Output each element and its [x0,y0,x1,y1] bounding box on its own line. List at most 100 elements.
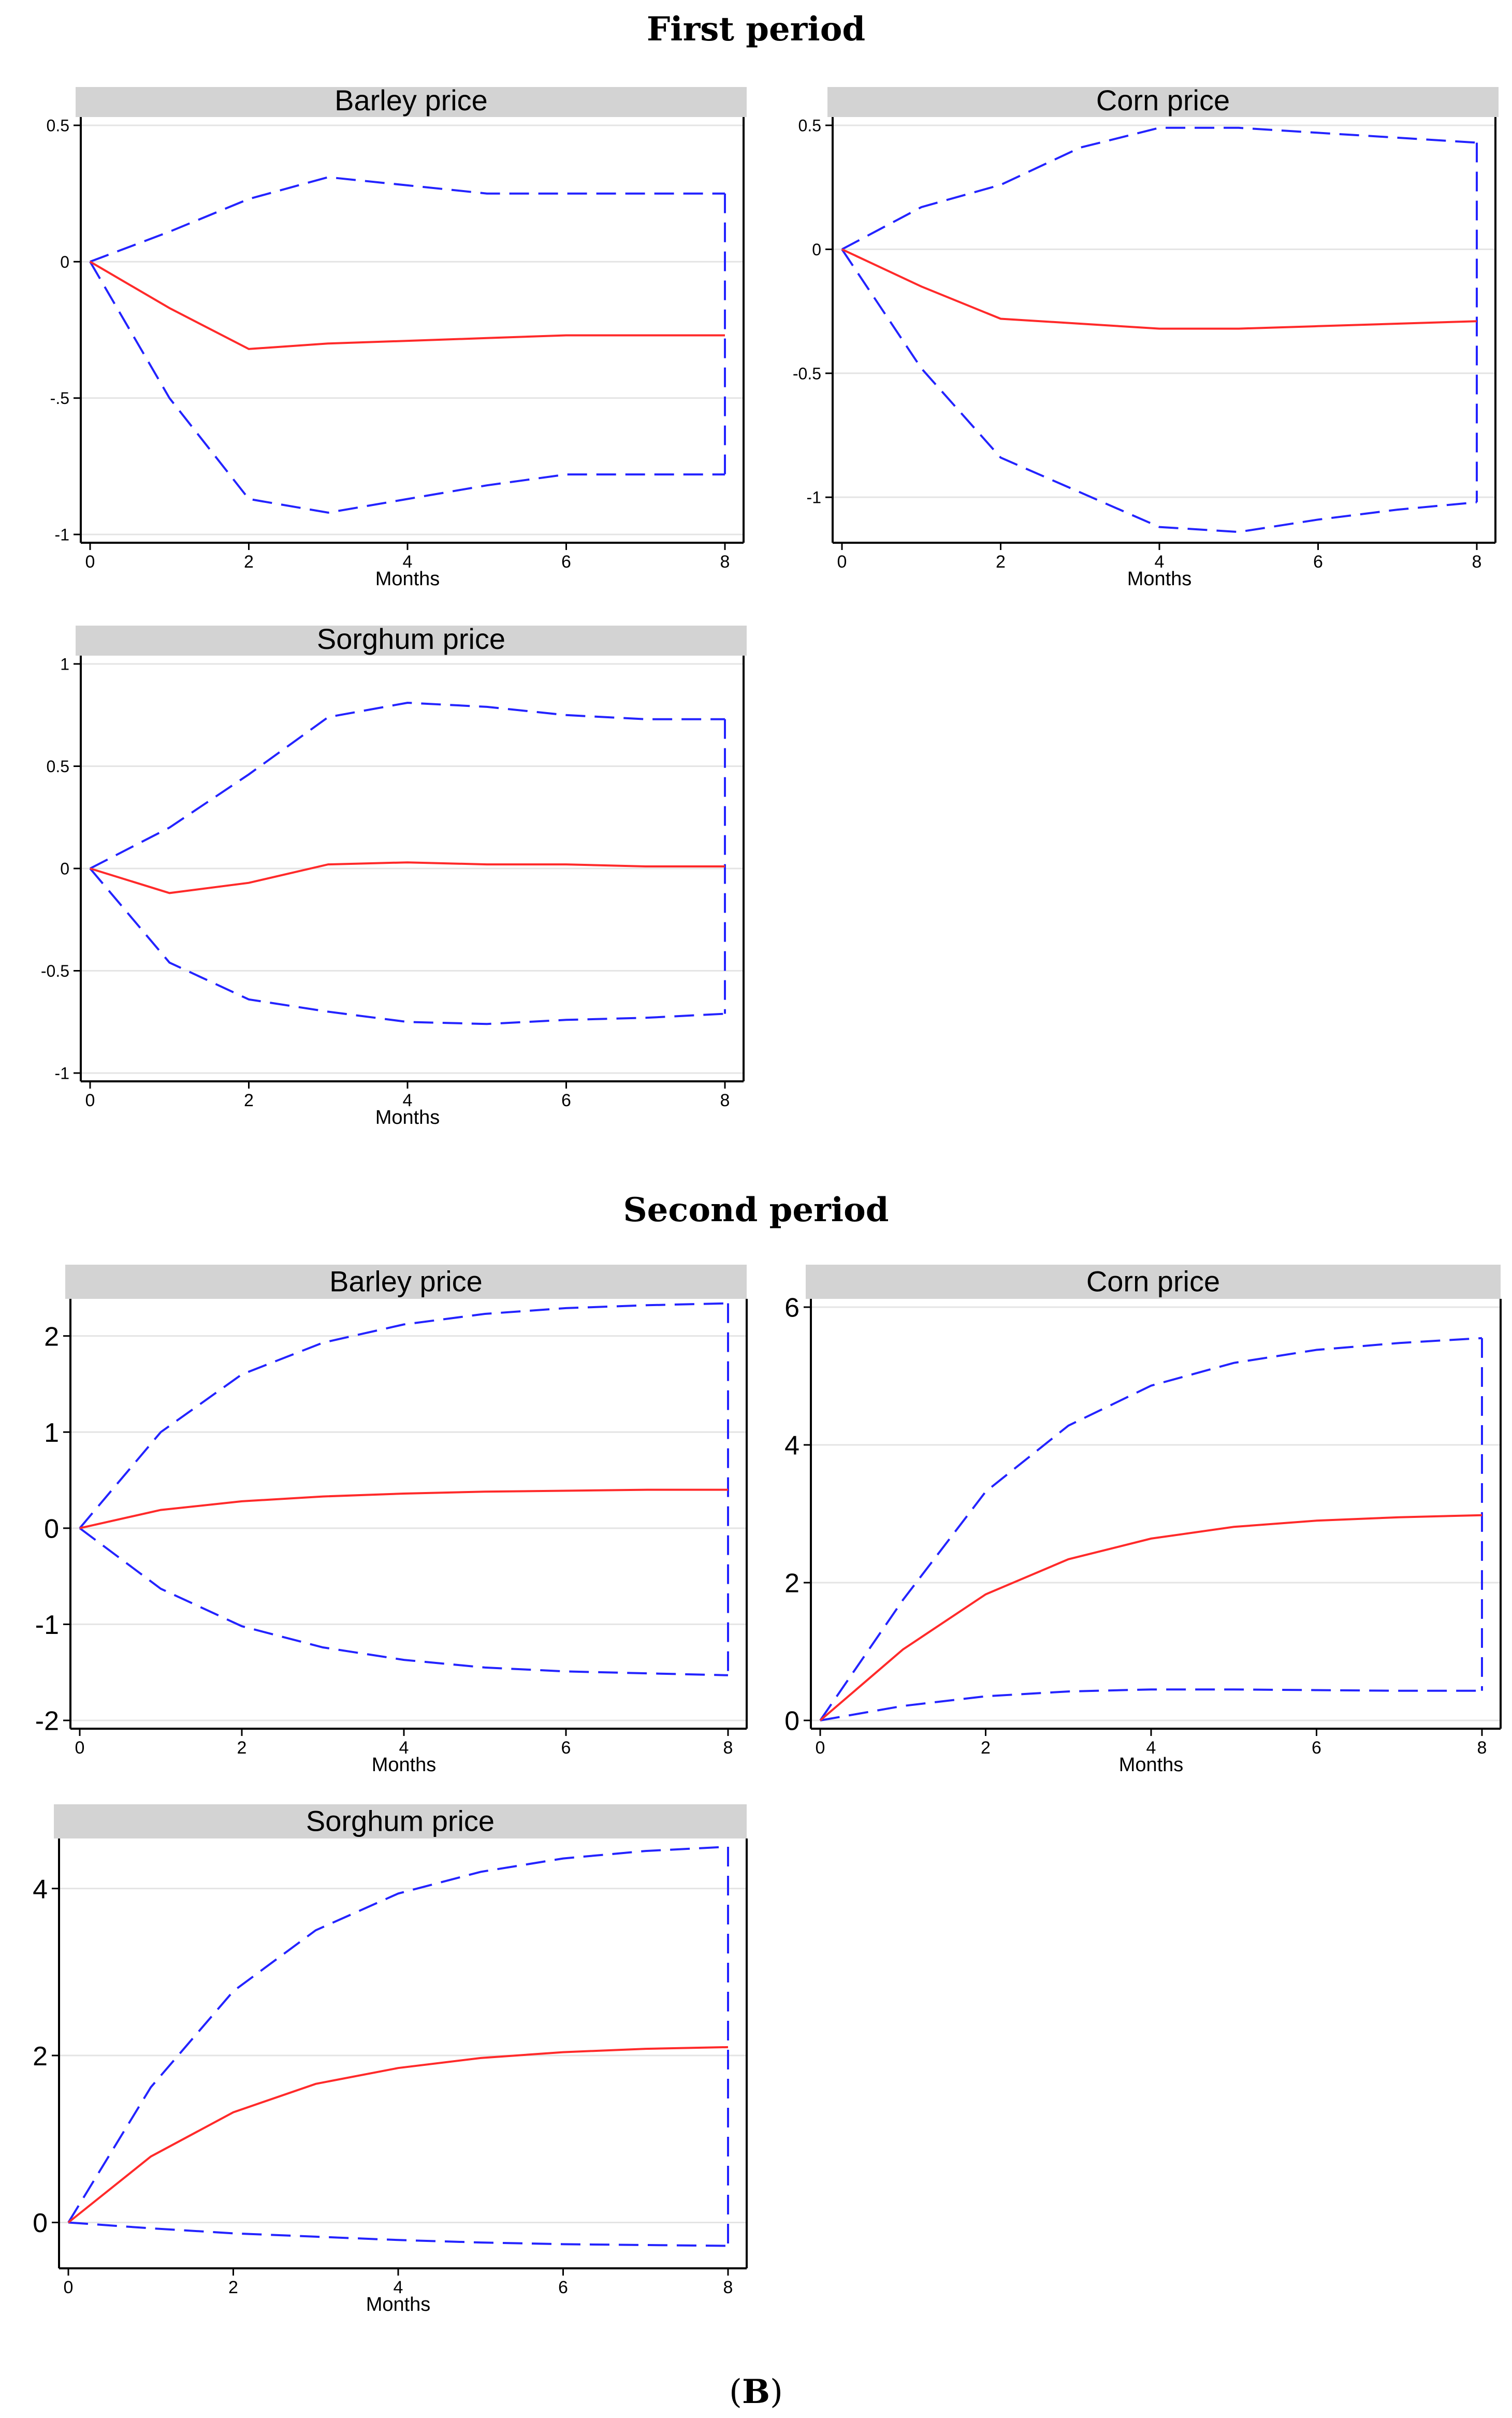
y-tick-label: 1 [44,1418,59,1448]
y-tick-label: 0 [44,1514,59,1544]
plot-area [811,1299,1501,1729]
series-lower-ci [841,249,1477,533]
chart-title: Sorghum price [306,1804,495,1837]
x-tick-label: 4 [399,1738,409,1758]
x-tick-label: 8 [723,1738,733,1758]
series-irf [841,248,1477,330]
y-tick-label: 0 [784,1706,799,1736]
x-tick-label: 6 [561,1738,571,1758]
x-tick-label: 2 [244,552,254,572]
y-tick-label: -2 [35,1706,59,1736]
x-tick-label: 2 [981,1738,991,1758]
x-axis-title: Months [366,2294,431,2315]
series-upper-ci [819,1337,1482,1721]
y-tick-label: 0 [812,240,821,259]
x-tick-label: 0 [75,1738,85,1758]
caption-close-paren: ) [770,2373,783,2411]
chart-title-strip [54,1804,747,1838]
x-tick-label: 2 [228,2278,238,2297]
chart-title: Barley price [329,1265,483,1297]
x-tick-label: 4 [1146,1738,1156,1758]
x-tick-label: 2 [244,1091,254,1110]
y-tick-label: 0 [60,860,69,878]
chart-second-period-corn-price: Corn price 0 2 4 6 0 2 4 6 8 Months [784,1265,1502,1776]
caption-open-paren: ( [729,2373,742,2411]
series-upper-ci [841,126,1477,251]
series-irf [89,260,725,350]
x-tick-label: 6 [1312,1738,1321,1758]
chart-second-period-barley-price: Barley price -2 -1 0 1 2 0 2 4 6 8 Months [35,1265,748,1776]
chart-first-period-barley-price: Barley price -1 -.5 0 0.5 0 2 4 6 8 Months [47,84,747,590]
x-tick-label: 6 [558,2278,568,2297]
y-tick-label: 0 [33,2208,48,2238]
x-axis-title: Months [372,1754,437,1776]
series-lower-ci [89,261,725,514]
series-lower-ci [89,867,725,1025]
chart-title: Corn price [1096,84,1230,117]
x-axis-title: Months [375,568,440,590]
x-tick-label: 8 [1472,552,1482,572]
chart-title-strip [827,87,1499,117]
x-tick-label: 6 [561,1091,571,1110]
chart-title: Barley price [335,84,488,117]
x-tick-label: 8 [723,2278,733,2297]
y-tick-label: 1 [60,655,69,674]
x-tick-label: 8 [720,552,730,572]
y-tick-label: 2 [44,1322,59,1352]
chart-title: Sorghum price [317,622,505,655]
x-tick-label: 0 [64,2278,74,2297]
chart-first-period-sorghum-price: Sorghum price -1 -0.5 0 0.5 1 0 2 4 6 8 Months [41,622,747,1128]
y-tick-label: 2 [784,1569,799,1599]
chart-title-strip [76,626,747,656]
caption-label: B [742,2372,770,2411]
plot-area [59,1838,747,2268]
y-tick-label: -1 [35,1610,59,1640]
x-tick-label: 4 [1155,552,1165,572]
figure-caption: (B) [729,2372,783,2411]
y-tick-label: -1 [807,488,821,507]
x-tick-label: 0 [837,552,847,572]
chart-title: Corn price [1086,1265,1220,1297]
series-lower-ci [68,2221,729,2247]
y-tick-label: -.5 [50,389,69,408]
x-tick-label: 4 [403,552,413,572]
x-tick-label: 2 [996,552,1006,572]
plot-area [81,117,744,543]
series-irf [79,1488,728,1529]
x-tick-label: 0 [85,552,95,572]
x-tick-label: 6 [1313,552,1323,572]
y-tick-label: 0.5 [47,757,69,776]
x-axis-title: Months [375,1107,440,1128]
chart-first-period-corn-price: Corn price -1 -0.5 0 0.5 0 2 4 6 8 Months [793,84,1499,590]
y-tick-label: -1 [55,1064,69,1083]
chart-title-strip [806,1265,1501,1299]
plot-area [70,1299,747,1729]
y-tick-label: 4 [784,1431,799,1461]
section-title-second-period: Second period [623,1191,889,1229]
chart-second-period-sorghum-price: Sorghum price 0 2 4 0 2 4 6 8 Months [33,1804,748,2315]
chart-title-strip [65,1265,747,1299]
series-lower-ci [820,1688,1482,1721]
x-tick-label: 4 [394,2278,403,2297]
y-tick-label: 2 [33,2041,48,2072]
series-upper-ci [67,1846,729,2223]
x-tick-label: 8 [720,1091,730,1110]
y-tick-label: 0.5 [47,117,69,135]
series-upper-ci [90,701,725,870]
y-tick-label: -0.5 [793,364,821,383]
x-axis-title: Months [1119,1754,1184,1776]
series-upper-ci [90,176,725,263]
y-tick-label: 0.5 [798,117,821,135]
y-tick-label: -0.5 [41,962,69,980]
plot-area [833,117,1495,543]
y-tick-label: 4 [33,1874,48,1904]
y-tick-label: 0 [60,253,69,271]
x-tick-label: 0 [85,1091,95,1110]
x-tick-label: 4 [403,1091,413,1110]
x-axis-title: Months [1127,568,1192,590]
x-tick-label: 6 [561,552,571,572]
series-irf [819,1514,1482,1721]
series-upper-ci [79,1302,729,1529]
